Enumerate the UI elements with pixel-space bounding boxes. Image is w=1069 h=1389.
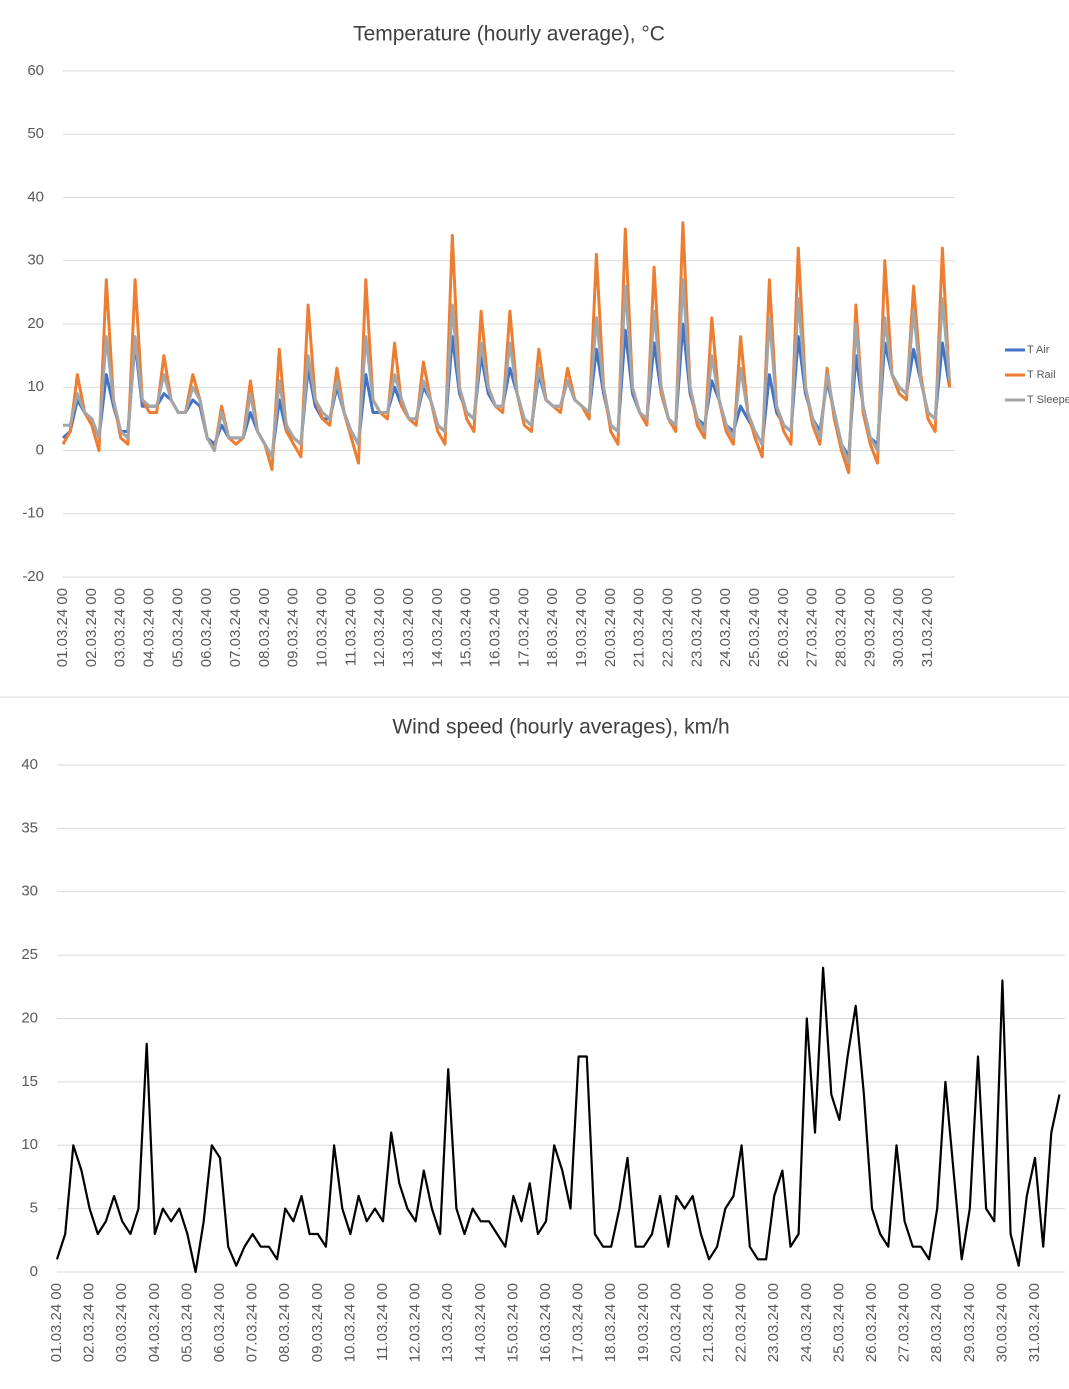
x-tick-label: 13.03.24 00: [400, 588, 417, 667]
x-tick-label: 28.03.24 00: [832, 588, 849, 667]
x-tick-label: 06.03.24 00: [198, 588, 215, 667]
x-tick-label: 08.03.24 00: [256, 588, 273, 667]
legend-label: T Air: [1027, 344, 1050, 356]
x-tick-label: 28.03.24 00: [928, 1283, 945, 1362]
series-line: [55, 966, 1061, 1274]
x-tick-label: 08.03.24 00: [276, 1283, 293, 1362]
y-tick-label: 5: [30, 1200, 38, 1217]
y-tick-label: 30: [27, 252, 44, 269]
x-tick-label: 20.03.24 00: [667, 1283, 684, 1362]
x-tick-label: 11.03.24 00: [342, 588, 359, 666]
x-tick-label: 27.03.24 00: [804, 588, 821, 667]
legend-label: T Rail: [1027, 369, 1056, 381]
chart-title: Wind speed (hourly averages), km/h: [392, 716, 729, 739]
series-line: [63, 278, 952, 465]
x-tick-label: 25.03.24 00: [746, 588, 763, 667]
x-tick-label: 16.03.24 00: [537, 1283, 554, 1362]
y-tick-label: 20: [21, 1009, 38, 1026]
x-tick-label: 18.03.24 00: [602, 1283, 619, 1362]
y-tick-label: -20: [22, 568, 44, 585]
y-tick-label: 10: [27, 378, 44, 395]
legend-label: T Sleeper: [1027, 394, 1069, 406]
x-tick-label: 31.03.24 00: [919, 588, 936, 667]
x-tick-label: 01.03.24 00: [48, 1283, 65, 1362]
x-tick-label: 14.03.24 00: [429, 588, 446, 667]
x-tick-label: 04.03.24 00: [146, 1283, 163, 1362]
x-tick-label: 20.03.24 00: [602, 588, 619, 667]
y-tick-label: 60: [27, 62, 44, 79]
x-tick-label: 26.03.24 00: [863, 1283, 880, 1362]
x-tick-label: 06.03.24 00: [211, 1283, 228, 1362]
x-tick-label: 30.03.24 00: [993, 1283, 1010, 1362]
x-tick-label: 02.03.24 00: [83, 588, 100, 667]
x-tick-label: 15.03.24 00: [504, 1283, 521, 1362]
y-tick-label: 40: [21, 756, 38, 773]
x-tick-label: 14.03.24 00: [472, 1283, 489, 1362]
y-tick-label: 50: [27, 125, 44, 142]
x-tick-label: 12.03.24 00: [371, 588, 388, 667]
x-tick-label: 24.03.24 00: [717, 588, 734, 667]
x-tick-label: 15.03.24 00: [458, 588, 475, 667]
y-tick-label: 15: [21, 1073, 38, 1090]
x-tick-label: 18.03.24 00: [544, 588, 561, 667]
y-tick-label: 25: [21, 946, 38, 963]
y-tick-label: 10: [21, 1136, 38, 1153]
chart-title: Temperature (hourly average), °C: [353, 23, 665, 46]
y-tick-label: 0: [36, 441, 44, 458]
x-tick-label: 21.03.24 00: [631, 588, 648, 667]
x-tick-label: 29.03.24 00: [861, 588, 878, 667]
x-tick-label: 13.03.24 00: [439, 1283, 456, 1362]
x-tick-label: 11.03.24 00: [374, 1283, 391, 1361]
x-tick-label: 10.03.24 00: [341, 1283, 358, 1362]
x-tick-label: 24.03.24 00: [798, 1283, 815, 1362]
x-tick-label: 30.03.24 00: [890, 588, 907, 667]
x-tick-label: 01.03.24 00: [54, 588, 71, 667]
x-tick-label: 22.03.24 00: [659, 588, 676, 667]
x-tick-label: 27.03.24 00: [896, 1283, 913, 1362]
x-tick-label: 10.03.24 00: [313, 588, 330, 667]
x-tick-label: 23.03.24 00: [688, 588, 705, 667]
x-tick-label: 17.03.24 00: [570, 1283, 587, 1362]
x-tick-label: 19.03.24 00: [635, 1283, 652, 1362]
x-tick-label: 04.03.24 00: [140, 588, 157, 667]
x-tick-label: 12.03.24 00: [407, 1283, 424, 1362]
x-tick-label: 03.03.24 00: [112, 588, 129, 667]
y-tick-label: 20: [27, 315, 44, 332]
x-tick-label: 09.03.24 00: [309, 1283, 326, 1362]
x-tick-label: 07.03.24 00: [244, 1283, 261, 1362]
x-tick-label: 23.03.24 00: [765, 1283, 782, 1362]
x-tick-label: 26.03.24 00: [775, 588, 792, 667]
x-tick-label: 19.03.24 00: [573, 588, 590, 667]
x-tick-label: 22.03.24 00: [733, 1283, 750, 1362]
x-tick-label: 21.03.24 00: [700, 1283, 717, 1362]
x-tick-label: 03.03.24 00: [113, 1283, 130, 1362]
x-tick-label: 09.03.24 00: [285, 588, 302, 667]
x-tick-label: 25.03.24 00: [830, 1283, 847, 1362]
y-tick-label: 0: [30, 1263, 38, 1280]
x-tick-label: 05.03.24 00: [169, 588, 186, 667]
x-tick-label: 17.03.24 00: [515, 588, 532, 667]
x-tick-label: 05.03.24 00: [178, 1283, 195, 1362]
y-tick-label: 30: [21, 883, 38, 900]
y-tick-label: 35: [21, 819, 38, 836]
y-tick-label: 40: [27, 188, 44, 205]
x-tick-label: 02.03.24 00: [81, 1283, 98, 1362]
y-tick-label: -10: [22, 505, 44, 522]
x-tick-label: 07.03.24 00: [227, 588, 244, 667]
x-tick-label: 31.03.24 00: [1026, 1283, 1043, 1362]
x-tick-label: 16.03.24 00: [486, 588, 503, 667]
x-tick-label: 29.03.24 00: [961, 1283, 978, 1362]
